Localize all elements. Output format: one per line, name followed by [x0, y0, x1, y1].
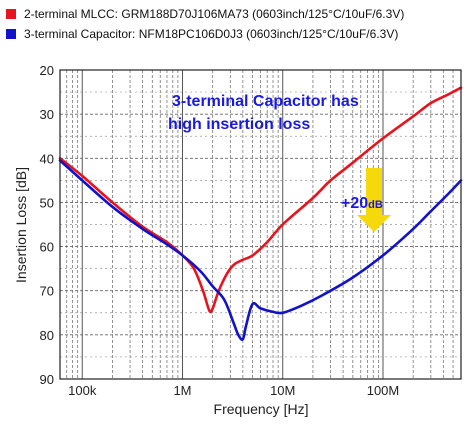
annotation-line-1: 3-terminal Capacitor has: [172, 93, 359, 110]
x-tick-label: 10M: [270, 383, 295, 398]
x-tick-label: 1M: [173, 383, 191, 398]
legend-swatch-mlcc: [6, 9, 16, 19]
series-line-mlcc: [58, 86, 463, 314]
series-layer: [58, 86, 463, 341]
plot-frame: [59, 69, 462, 380]
y-tick-label: 90: [40, 372, 54, 387]
y-tick-label: 40: [40, 151, 54, 166]
legend-label-mlcc: 2-terminal MLCC: GRM188D70J106MA73 (0603…: [24, 7, 405, 21]
y-tick-label: 30: [40, 107, 54, 122]
x-tick-label: 100k: [68, 383, 97, 398]
legend-label-3terminal: 3-terminal Capacitor: NFM18PC106D0J3 (06…: [24, 27, 399, 41]
x-axis-label: Frequency [Hz]: [214, 401, 309, 417]
y-tick-label: 60: [40, 240, 54, 255]
legend: 2-terminal MLCC: GRM188D70J106MA73 (0603…: [6, 4, 404, 44]
x-tick-label: 100M: [367, 383, 400, 398]
increase-arrow-icon: [357, 168, 391, 232]
y-tick-label: 80: [40, 328, 54, 343]
tick-labels: 20 30 40 50 60 70 80 90 100k 1M 10M 100M: [40, 63, 400, 398]
y-tick-label: 20: [40, 63, 54, 78]
delta-unit: dB: [368, 199, 383, 211]
y-axis-label: Insertion Loss [dB]: [13, 167, 29, 283]
annotation-line-2: high insertion loss: [168, 116, 310, 133]
y-tick-label: 50: [40, 195, 54, 210]
legend-item-mlcc: 2-terminal MLCC: GRM188D70J106MA73 (0603…: [6, 4, 404, 24]
y-tick-label: 70: [40, 284, 54, 299]
series-line-3terminal: [58, 159, 463, 341]
delta-annotation: +20dB: [341, 195, 383, 212]
legend-item-3terminal: 3-terminal Capacitor: NFM18PC106D0J3 (06…: [6, 24, 404, 44]
delta-value: +20: [341, 195, 368, 212]
legend-swatch-3terminal: [6, 29, 16, 39]
